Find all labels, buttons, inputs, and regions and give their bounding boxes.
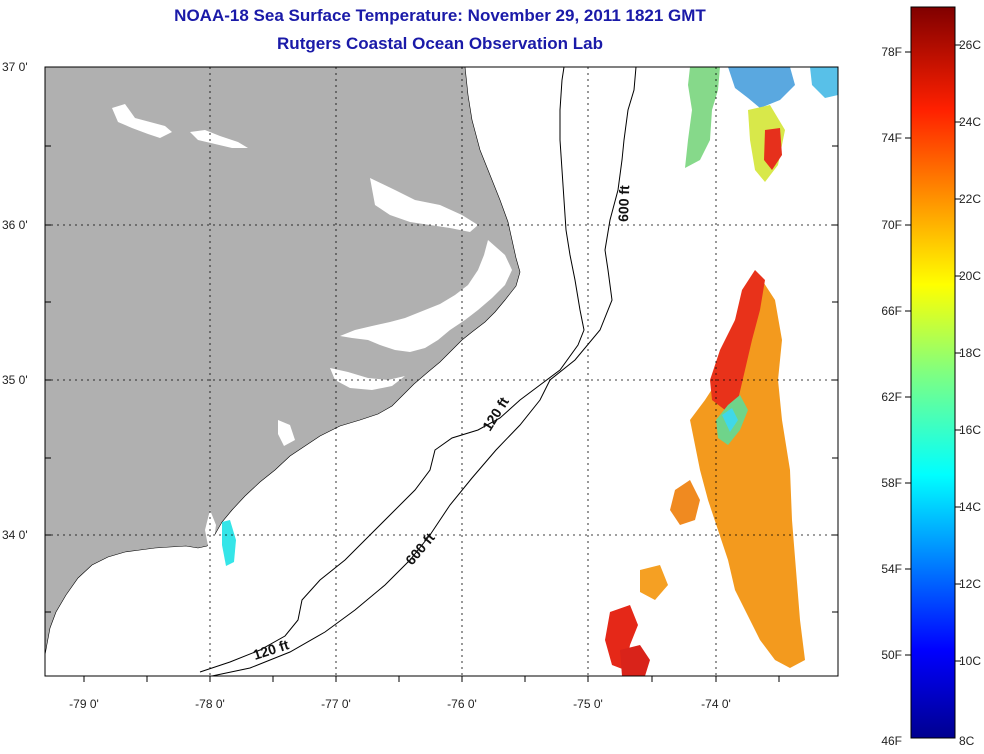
lat-label-37: 37 0' (2, 60, 28, 74)
map-frame (44, 66, 839, 677)
colorbar-c-14: 14C (959, 500, 981, 514)
colorbar (910, 6, 956, 739)
sst-patch-red-south (605, 605, 638, 670)
lon-label-78: -78 0' (195, 697, 225, 711)
sst-patch-cyan-spot (722, 408, 738, 432)
sst-patch-red-bottom (620, 645, 650, 676)
sst-patch-northeast (810, 67, 838, 98)
colorbar-f-78: 78F (881, 45, 902, 59)
sst-patch-orange-south (640, 565, 668, 600)
lon-label-77: -77 0' (321, 697, 351, 711)
isobath-600ft (211, 67, 637, 676)
colorbar-c-20: 20C (959, 269, 981, 283)
lat-label-34: 34 0' (2, 528, 28, 542)
isobath-120ft (199, 67, 585, 673)
lon-label-79: -79 0' (69, 697, 99, 711)
colorbar-f-50: 50F (881, 648, 902, 662)
colorbar-c-8: 8C (959, 734, 975, 748)
colorbar-f-66: 66F (881, 304, 902, 318)
colorbar-c-26: 26C (959, 38, 981, 52)
sst-patch-north-green (685, 67, 720, 168)
sst-patch-west-lobe (670, 480, 700, 525)
inland-lake-1 (112, 104, 172, 138)
map-title: NOAA-18 Sea Surface Temperature: Novembe… (174, 6, 706, 25)
graticule (45, 67, 838, 676)
lon-label-76: -76 0' (447, 697, 477, 711)
colorbar-f-54: 54F (881, 562, 902, 576)
colorbar-c-12: 12C (959, 577, 981, 591)
coastal-inlet (278, 420, 295, 446)
colorbar-c-10: 10C (959, 654, 981, 668)
cape-fear-river (205, 510, 216, 546)
map-subtitle: Rutgers Coastal Ocean Observation Lab (277, 34, 603, 53)
colorbar-c-16: 16C (959, 423, 981, 437)
colorbar-f-74: 74F (881, 131, 902, 145)
albemarle-sound (370, 178, 478, 232)
sst-overlay (222, 67, 838, 676)
colorbar-f-70: 70F (881, 218, 902, 232)
sst-patch-north-blue (728, 67, 795, 108)
colorbar-c-18: 18C (959, 346, 981, 360)
sst-patch-warm-core (710, 270, 765, 410)
sst-patch-nearshore-cyan (222, 520, 236, 566)
neuse-river (330, 368, 405, 390)
sst-patch-north-red (764, 128, 782, 170)
colorbar-c-22: 22C (959, 192, 981, 206)
lat-label-36: 36 0' (2, 218, 28, 232)
colorbar-f-58: 58F (881, 476, 902, 490)
inland-lake-2 (190, 130, 248, 148)
colorbar-f-46: 46F (881, 734, 902, 748)
axis-ticks (45, 66, 838, 682)
lon-label-75: -75 0' (573, 697, 603, 711)
contour-label-600ft-north: 600 ft (615, 185, 632, 222)
colorbar-c-24: 24C (959, 115, 981, 129)
lon-label-74: -74 0' (701, 697, 731, 711)
lat-label-35: 35 0' (2, 373, 28, 387)
colorbar-ticks (905, 44, 961, 662)
pamlico-sound (340, 240, 512, 352)
colorbar-f-62: 62F (881, 390, 902, 404)
